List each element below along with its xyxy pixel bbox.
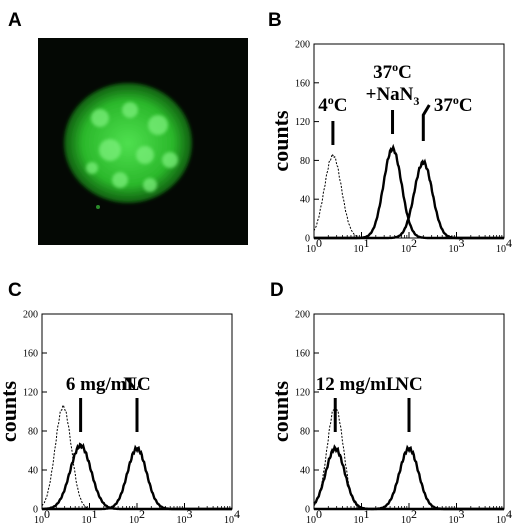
x-tick-label: 103 xyxy=(177,507,193,526)
y-tick-label: 80 xyxy=(300,427,310,438)
solid-histogram-series xyxy=(42,442,232,511)
x-tick-label: 101 xyxy=(354,236,370,255)
annotation-c-0: 6 mg/mL xyxy=(66,374,139,432)
y-tick-label: 40 xyxy=(300,195,310,206)
panel-letter-c: C xyxy=(8,280,22,301)
panel-letter-a: A xyxy=(8,10,22,31)
y-tick-label: 120 xyxy=(295,388,310,399)
y-tick-label: 40 xyxy=(28,466,38,477)
dotted-histogram-series xyxy=(313,403,504,510)
y-tick-label: 120 xyxy=(295,117,310,128)
panel-letter-d: D xyxy=(270,280,284,301)
y-axis-label: counts xyxy=(0,381,21,443)
y-tick-label: 200 xyxy=(295,40,310,51)
y-axis-label: counts xyxy=(268,110,293,172)
y-tick-label: 200 xyxy=(23,310,38,321)
annotation-label: 37oC xyxy=(434,93,473,116)
annotation-c-1: NC xyxy=(123,374,151,432)
annotation-label-line2: +NaN3 xyxy=(366,84,420,108)
annotation-label: 6 mg/mL xyxy=(66,374,139,395)
y-tick-label: 160 xyxy=(23,349,38,360)
solid-histogram-series xyxy=(314,143,504,240)
solid-histogram-series xyxy=(313,444,504,511)
solid-histogram-series xyxy=(314,444,504,511)
dotted-histogram-series xyxy=(41,403,232,510)
y-tick-label: 160 xyxy=(295,349,310,360)
x-tick-label: 101 xyxy=(354,507,370,526)
annotation-b-2: 37oC xyxy=(421,93,473,141)
histogram-panel-d: 0 40 80 120 160 200 100 101 102 103 104 counts 12 mg… xyxy=(268,310,512,527)
fluorescent-cell xyxy=(64,83,192,203)
annotation-marker xyxy=(421,104,431,141)
x-tick-label: 103 xyxy=(449,507,465,526)
annotation-label: 12 mg/mL xyxy=(316,374,399,395)
y-tick-label: 80 xyxy=(300,156,310,167)
x-tick-label: 104 xyxy=(496,507,512,526)
solid-histogram-series xyxy=(314,158,504,240)
x-tick-label: 103 xyxy=(449,236,465,255)
annotation-b-0: 4oC xyxy=(318,93,348,145)
y-axis-label: counts xyxy=(268,381,293,443)
y-tick-label: 40 xyxy=(300,466,310,477)
x-tick-label: 100 xyxy=(306,236,322,255)
y-tick-label: 0 xyxy=(305,234,310,245)
y-tick-label: 0 xyxy=(33,505,38,516)
x-tick-label: 101 xyxy=(82,507,98,526)
x-tick-label: 100 xyxy=(34,507,50,526)
annotation-d-1: NC xyxy=(395,374,423,432)
annotation-label: NC xyxy=(395,374,422,395)
debris-spot xyxy=(96,205,100,209)
x-tick-label: 102 xyxy=(129,507,145,526)
histogram-panel-c: 0 40 80 120 160 200 100 101 102 103 104 counts 6 mg/… xyxy=(0,310,240,527)
annotation-b-1: 37oC+NaN3 xyxy=(366,60,420,134)
x-tick-label: 104 xyxy=(224,507,240,526)
micrograph-panel-a xyxy=(38,38,248,245)
y-tick-label: 160 xyxy=(295,78,310,89)
y-tick-label: 120 xyxy=(23,388,38,399)
histogram-panel-b: 0 40 80 120 160 200 100 101 102 103 104 counts 4oC 37… xyxy=(268,40,512,256)
annotation-d-0: 12 mg/mL xyxy=(316,374,399,432)
annotation-label: 37oC xyxy=(373,60,412,83)
y-tick-label: 80 xyxy=(28,427,38,438)
y-tick-label: 0 xyxy=(305,505,310,516)
dotted-histogram-series xyxy=(313,152,504,239)
x-tick-label: 104 xyxy=(496,236,512,255)
solid-histogram-series xyxy=(42,444,232,511)
x-tick-label: 102 xyxy=(401,507,417,526)
fluorescent-puncta xyxy=(86,102,178,192)
panel-letter-b: B xyxy=(268,10,282,31)
x-tick-label: 100 xyxy=(306,507,322,526)
annotation-label: 4oC xyxy=(318,93,347,116)
annotation-label: NC xyxy=(123,374,150,395)
x-tick-label: 102 xyxy=(401,236,417,255)
y-tick-label: 200 xyxy=(295,310,310,321)
